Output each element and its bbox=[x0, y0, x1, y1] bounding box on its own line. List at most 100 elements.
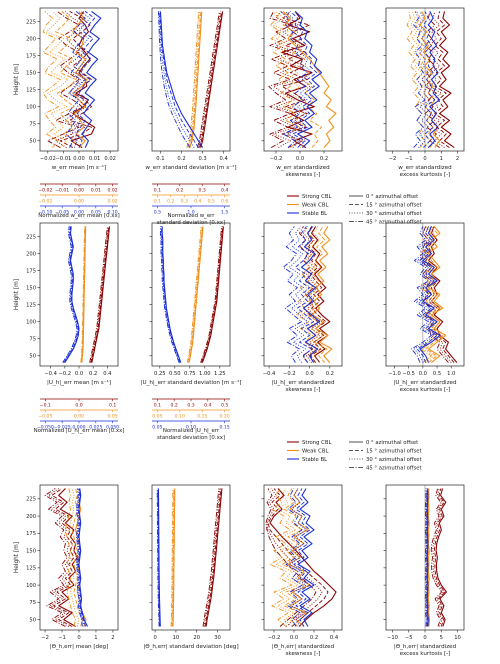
x-tick-label: −2 bbox=[389, 156, 397, 162]
y-tick-label: 225 bbox=[26, 497, 36, 503]
secondary-tick-label: 0.3 bbox=[199, 188, 206, 194]
x-tick-label: −0.01 bbox=[55, 156, 71, 162]
series-strong-30deg bbox=[55, 11, 88, 148]
x-axis-label: excess kurtosis [-] bbox=[400, 172, 451, 178]
series-strong-0deg bbox=[201, 226, 224, 363]
x-tick-label: 0.25 bbox=[154, 371, 166, 377]
series-strong-45deg bbox=[268, 11, 294, 148]
x-axis-label: |U_h|_err standard deviation [m s⁻¹] bbox=[141, 379, 242, 386]
panel-frame bbox=[151, 7, 231, 152]
series-stable-15deg bbox=[416, 226, 438, 363]
secondary-tick-label: 0.0 bbox=[75, 403, 82, 409]
series-stable-15deg bbox=[63, 226, 79, 363]
series-strong-0deg bbox=[281, 11, 315, 149]
secondary-tick-label: 0.1 bbox=[109, 403, 116, 409]
series-weak-0deg bbox=[172, 488, 176, 627]
x-tick-label: 5 bbox=[440, 635, 443, 641]
series-stable-45deg bbox=[413, 11, 426, 148]
x-tick-label: 1.25 bbox=[214, 371, 226, 377]
secondary-tick-label: 0.3 bbox=[187, 403, 194, 409]
series-stable-0deg bbox=[64, 226, 80, 363]
series-weak-45deg bbox=[186, 226, 202, 363]
legend-label: 45 ° azimuthal offset bbox=[366, 220, 422, 226]
series-weak-30deg bbox=[273, 11, 308, 148]
series-stable-15deg bbox=[161, 226, 181, 363]
y-tick-label: 75 bbox=[29, 122, 36, 128]
series-strong-0deg bbox=[311, 226, 331, 363]
series-weak-30deg bbox=[187, 226, 203, 363]
secondary-tick-label: −0.02 bbox=[38, 199, 52, 205]
series-weak-0deg bbox=[311, 226, 333, 363]
secondary-tick-label: 0.5 bbox=[208, 199, 215, 205]
series-strong-45deg bbox=[44, 488, 68, 627]
x-tick-label: 0.50 bbox=[169, 371, 181, 377]
x-axis-label: skewness [-] bbox=[286, 651, 321, 657]
series-stable-0deg bbox=[419, 226, 441, 363]
series-weak-15deg bbox=[427, 488, 430, 627]
secondary-tick-label: 0.4 bbox=[194, 199, 201, 205]
y-tick-label: 150 bbox=[26, 548, 36, 554]
secondary-tick-label: −0.10 bbox=[38, 210, 52, 216]
legend-label: Weak CBL bbox=[302, 449, 329, 455]
panel-frame bbox=[263, 222, 343, 367]
series-strong-0deg bbox=[91, 226, 111, 363]
series-stable-45deg bbox=[282, 226, 302, 363]
series-strong-0deg bbox=[269, 488, 337, 627]
legend-label: 15 ° azimuthal offset bbox=[366, 203, 422, 209]
series-stable-15deg bbox=[294, 226, 315, 363]
x-tick-label: −5 bbox=[405, 635, 413, 641]
series-stable-30deg bbox=[76, 488, 85, 627]
series-stable-15deg bbox=[293, 488, 311, 627]
x-tick-label: 20 bbox=[193, 635, 200, 641]
panel-frame bbox=[385, 222, 465, 367]
x-tick-label: −0.4 bbox=[44, 371, 57, 377]
series-weak-45deg bbox=[42, 11, 61, 148]
series-weak-30deg bbox=[301, 226, 323, 363]
series-strong-0deg bbox=[205, 488, 223, 627]
series-weak-0deg bbox=[427, 226, 447, 364]
series-weak-15deg bbox=[188, 11, 202, 148]
y-tick-label: 100 bbox=[26, 583, 36, 589]
x-tick-label: 0.3 bbox=[198, 156, 206, 162]
secondary-tick-label: 0.02 bbox=[108, 199, 118, 205]
secondary-tick-label: 0.4 bbox=[221, 188, 228, 194]
series-weak-15deg bbox=[306, 226, 328, 363]
series-strong-0deg bbox=[435, 488, 447, 627]
y-tick-label: 75 bbox=[29, 600, 36, 606]
series-weak-15deg bbox=[171, 488, 175, 627]
legend-label: Strong CBL bbox=[302, 440, 331, 446]
series-weak-30deg bbox=[422, 226, 441, 363]
legend-label: Weak CBL bbox=[302, 203, 329, 209]
y-axis-label: Height [m] bbox=[14, 64, 20, 95]
series-weak-15deg bbox=[71, 488, 83, 627]
series-strong-15deg bbox=[267, 488, 329, 627]
series-weak-45deg bbox=[269, 11, 301, 148]
series-strong-45deg bbox=[196, 11, 220, 148]
series-stable-30deg bbox=[160, 226, 181, 363]
y-tick-label: 200 bbox=[26, 36, 36, 42]
secondary-tick-label: 0.10 bbox=[175, 414, 185, 420]
x-tick-label: −0.2 bbox=[59, 371, 72, 377]
series-stable-45deg bbox=[66, 11, 86, 148]
secondary-tick-label: −0.025 bbox=[54, 425, 71, 431]
x-tick-label: 0 bbox=[77, 635, 80, 641]
secondary-tick-label: 0.6 bbox=[221, 199, 228, 205]
series-stable-30deg bbox=[425, 488, 428, 627]
panel-r1c2: −0.4 −0.2 0.0 0.2 |U_h|_err standardizedskew… bbox=[261, 222, 343, 393]
x-tick-label: 0.2 bbox=[320, 156, 328, 162]
series-weak-15deg bbox=[425, 226, 444, 363]
series-weak-30deg bbox=[68, 488, 80, 627]
series-stable-15deg bbox=[426, 488, 429, 627]
series-strong-15deg bbox=[434, 11, 450, 148]
x-tick-label: 0.4 bbox=[330, 635, 339, 641]
secondary-tick-label: 0.15 bbox=[220, 425, 230, 431]
y-tick-label: 50 bbox=[29, 139, 36, 145]
series-weak-0deg bbox=[188, 226, 204, 363]
x-tick-label: −2 bbox=[41, 635, 49, 641]
series-stable-30deg bbox=[285, 11, 313, 148]
series-stable-45deg bbox=[411, 226, 432, 363]
series-strong-15deg bbox=[90, 226, 110, 363]
secondary-axis-title: standard deviation [0.xx] bbox=[157, 435, 225, 441]
x-tick-label: 0.00 bbox=[73, 156, 85, 162]
